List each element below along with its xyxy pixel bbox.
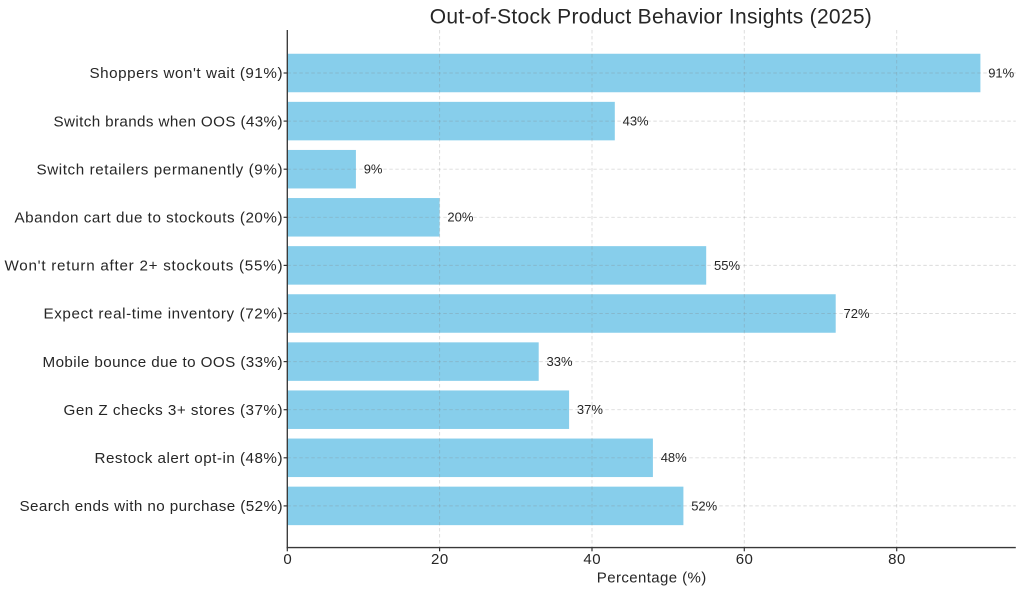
svg-text:40: 40 <box>583 551 600 568</box>
svg-text:Abandon cart due to stockouts: Abandon cart due to stockouts (20%) <box>15 210 283 227</box>
svg-text:33%: 33% <box>547 354 573 369</box>
svg-text:Restock alert opt-in (48%): Restock alert opt-in (48%) <box>95 450 283 467</box>
svg-text:Switch brands when OOS (43%): Switch brands when OOS (43%) <box>54 113 283 130</box>
svg-text:Gen Z checks 3+ stores (37%): Gen Z checks 3+ stores (37%) <box>64 402 283 419</box>
svg-text:20%: 20% <box>447 210 473 225</box>
svg-text:20: 20 <box>431 551 448 568</box>
svg-text:Out-of-Stock Product Behavior: Out-of-Stock Product Behavior Insights (… <box>430 5 872 28</box>
svg-text:37%: 37% <box>577 402 603 417</box>
svg-text:80: 80 <box>888 551 905 568</box>
svg-text:48%: 48% <box>661 450 687 465</box>
svg-text:Percentage (%): Percentage (%) <box>597 569 706 586</box>
svg-text:Won't return after 2+ stockout: Won't return after 2+ stockouts (55%) <box>5 258 283 275</box>
svg-text:Search ends with no purchase (: Search ends with no purchase (52%) <box>20 498 283 515</box>
svg-text:52%: 52% <box>691 498 717 513</box>
svg-text:60: 60 <box>736 551 753 568</box>
svg-text:Switch retailers permanently (: Switch retailers permanently (9%) <box>37 161 283 178</box>
svg-text:72%: 72% <box>844 306 870 321</box>
svg-text:91%: 91% <box>988 65 1014 80</box>
svg-text:9%: 9% <box>364 162 383 177</box>
svg-text:0: 0 <box>283 551 291 568</box>
svg-text:Expect real-time inventory (72: Expect real-time inventory (72%) <box>44 306 283 323</box>
svg-text:55%: 55% <box>714 258 740 273</box>
svg-text:Shoppers won't wait (91%): Shoppers won't wait (91%) <box>90 65 283 82</box>
svg-text:Mobile bounce due to OOS (33%): Mobile bounce due to OOS (33%) <box>43 354 283 371</box>
svg-text:43%: 43% <box>623 114 649 129</box>
